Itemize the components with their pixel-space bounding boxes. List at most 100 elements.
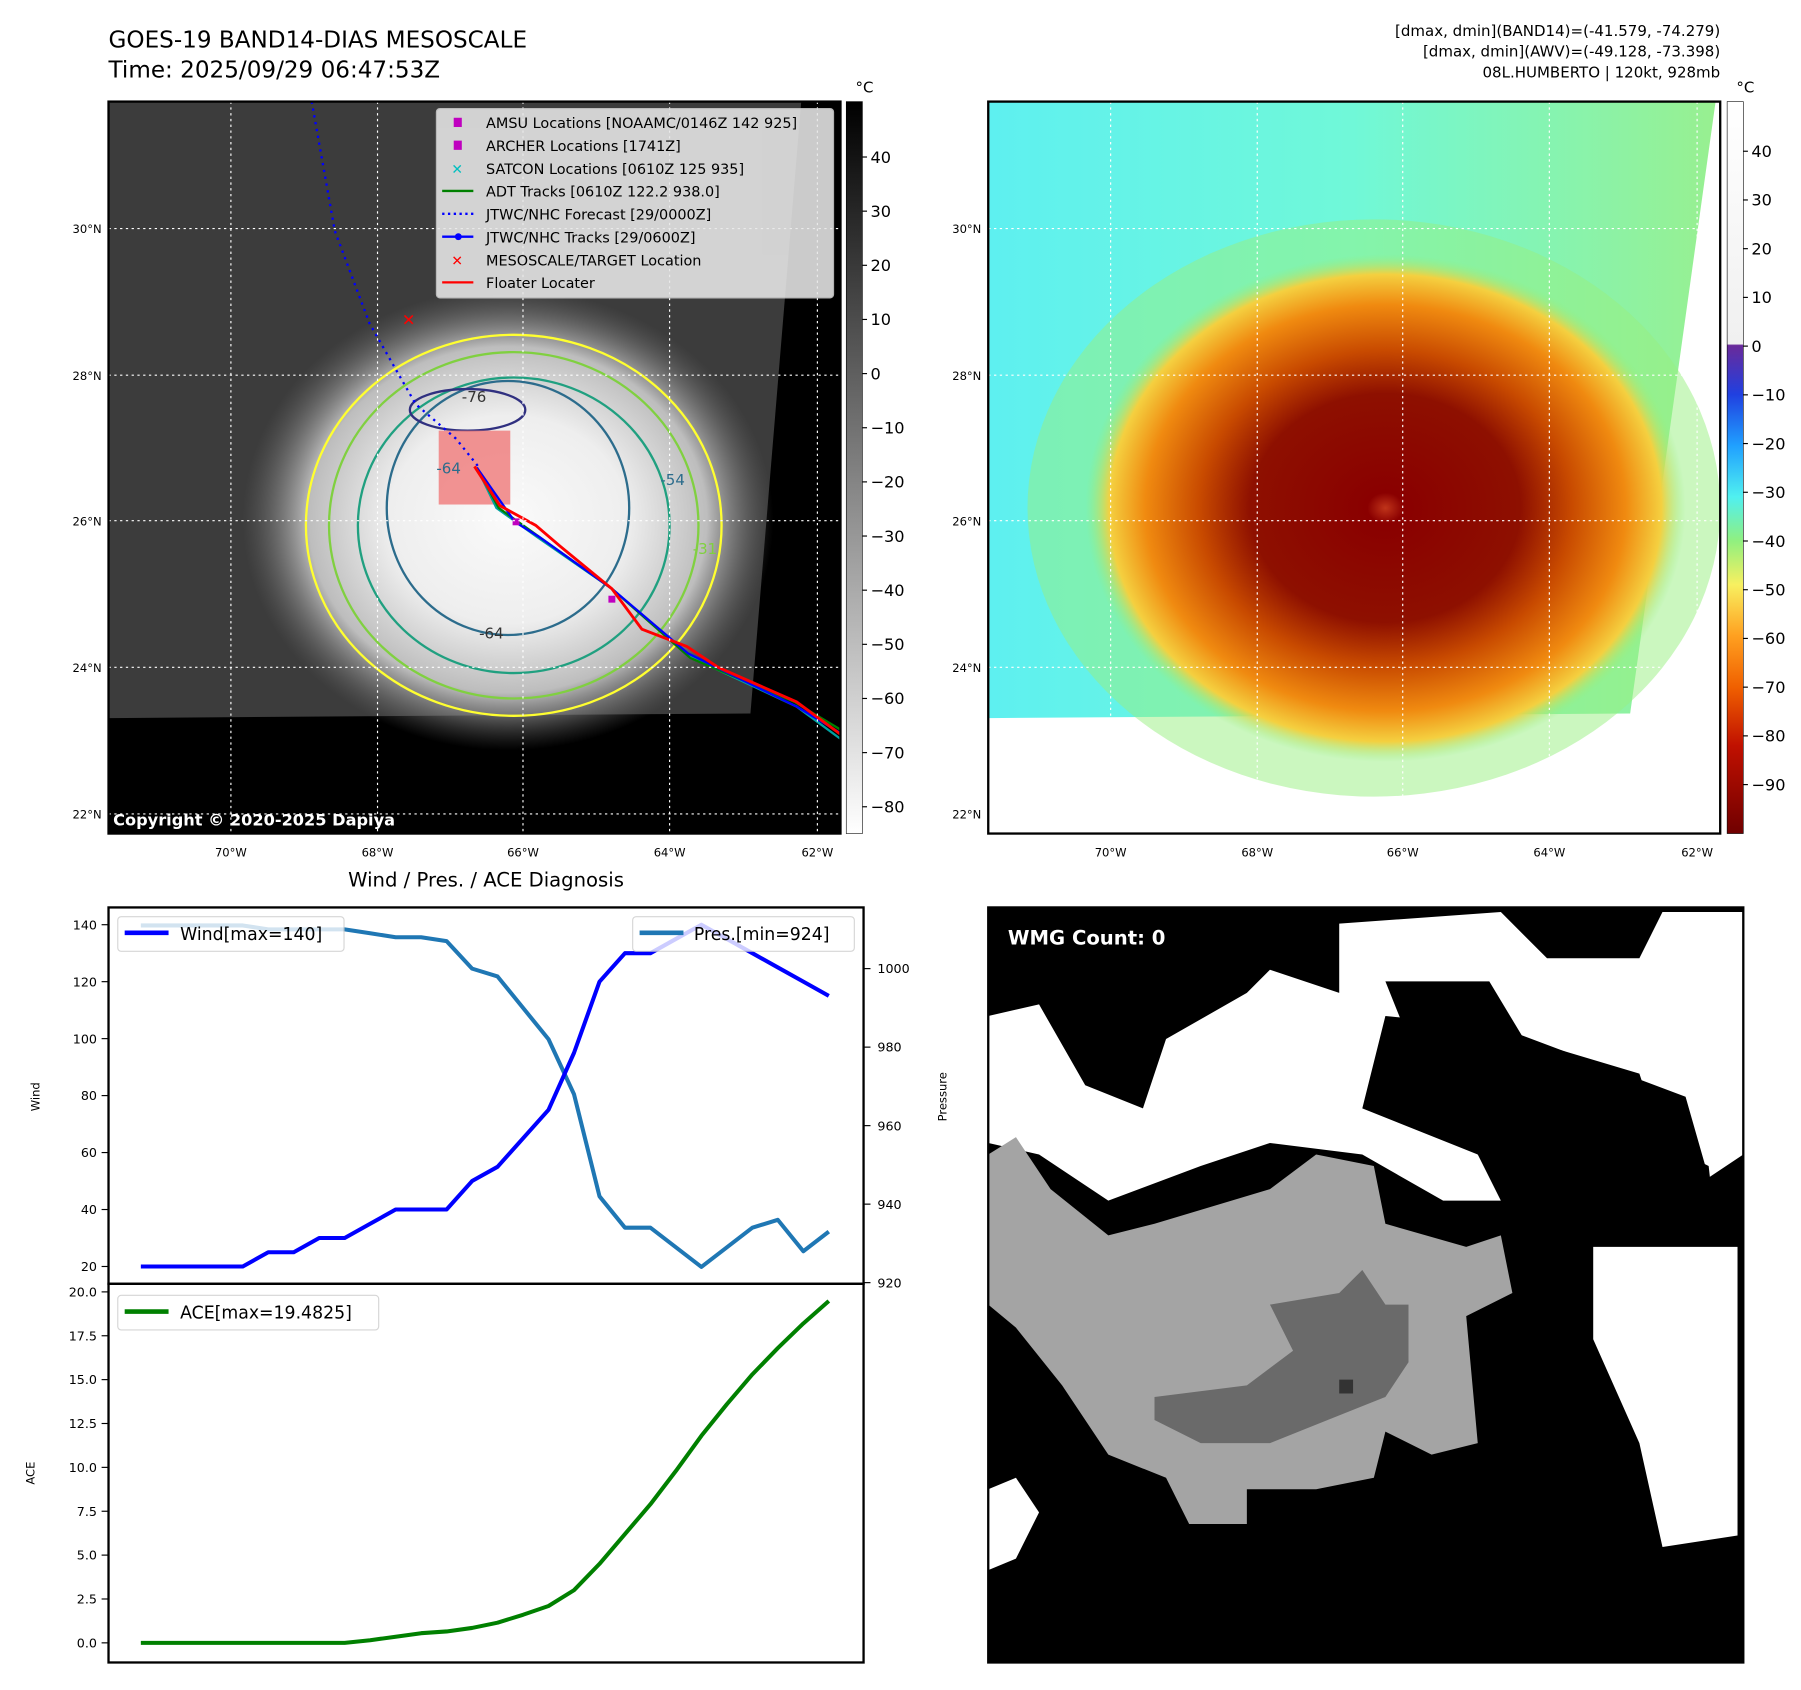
legend-label: JTWC/NHC Tracks [29/0600Z] — [485, 230, 695, 246]
contour-label: -31 — [693, 540, 718, 558]
wind-tick-label: 40 — [81, 1202, 97, 1217]
colorbar-tick-label: 20 — [870, 256, 891, 275]
pressure-axis-label: Pressure — [936, 1072, 950, 1121]
wind-tick-label: 60 — [81, 1145, 97, 1160]
lat-label: 28°N — [73, 369, 102, 383]
legend-item: ✕ MESOSCALE/TARGET Location — [451, 253, 701, 269]
x-marker-icon: ✕ — [451, 253, 463, 269]
colorbar-tick-label: 10 — [1751, 288, 1772, 307]
colorbar-tick-label: −40 — [1751, 532, 1785, 551]
colorbar-tick-label: 10 — [870, 310, 891, 329]
ace-tick-label: 2.5 — [77, 1592, 97, 1607]
colorbar-tick-label: 0 — [870, 364, 880, 383]
legend-item: JTWC/NHC Tracks [29/0600Z] — [442, 230, 695, 246]
lat-label: 24°N — [73, 661, 102, 675]
forecast-track — [310, 101, 481, 469]
copyright: Copyright © 2020-2025 Dapiya — [113, 810, 395, 829]
wind-series — [140, 922, 830, 1269]
lon-label: 62°W — [1681, 846, 1713, 860]
lat-label: 30°N — [952, 222, 981, 236]
colorbar-tick-label: −50 — [1751, 580, 1785, 599]
lon-label: 64°W — [654, 846, 686, 860]
colorbar-tick-label: 40 — [870, 148, 891, 167]
ir-colorbar — [845, 101, 863, 834]
colorbar-tick-label: −70 — [870, 743, 904, 762]
lon-label: 70°W — [1095, 846, 1127, 860]
wind-legend: Wind[max=140] — [117, 916, 345, 952]
pressure-legend-label: Pres.[min=924] — [694, 925, 830, 945]
wind-tick-label: 140 — [73, 917, 97, 932]
contour-green — [327, 350, 700, 700]
ir-map-panel: ✕ -76 -64 -54 -31 -64 Copyright © 2020-2… — [108, 101, 841, 834]
ir-colorbar-ticks: 40 30 20 10 0 −10 −20 −30 −40 −50 −60 −70 −80 — [862, 148, 905, 817]
colorbar-tick-label: −80 — [1751, 727, 1785, 746]
pressure-tick-label: 1000 — [877, 961, 909, 976]
awv-map-frame — [987, 100, 1722, 835]
contour-label: -64 — [436, 459, 461, 477]
amsu-marker — [512, 518, 520, 526]
ace-series-line — [140, 1299, 831, 1645]
dot-marker-icon — [454, 233, 462, 241]
wind-legend-label: Wind[max=140] — [180, 925, 322, 945]
colorbar-tick-label: −60 — [870, 689, 904, 708]
legend-label: JTWC/NHC Forecast [29/0000Z] — [485, 208, 711, 224]
wmg-panel: WMG Count: 0 — [987, 906, 1745, 1664]
figure-title: GOES-19 BAND14-DIAS MESOSCALE — [108, 25, 528, 54]
lat-label: 30°N — [73, 222, 102, 236]
pressure-series — [140, 923, 831, 1269]
pressure-series-line — [140, 923, 831, 1269]
colorbar-tick-label: −80 — [870, 798, 904, 817]
lon-label: 62°W — [801, 846, 833, 860]
chart-marks: 20 40 60 80 100 120 140 920 940 960 980 1000 0.0 2.5 5… — [69, 917, 910, 1650]
colorbar-tick-label: −20 — [1751, 434, 1785, 453]
square-marker-icon — [453, 117, 462, 127]
lat-label: 24°N — [952, 661, 981, 675]
contour-blue — [385, 379, 631, 637]
contour-label: -76 — [462, 388, 487, 406]
wmg-count: WMG Count: 0 — [1008, 926, 1166, 949]
ace-tick-label: 12.5 — [69, 1416, 97, 1431]
ace-axes — [107, 1282, 865, 1664]
wind-tick-label: 100 — [73, 1031, 97, 1046]
colorbar-tick-label: 30 — [870, 202, 891, 221]
awv-colorbar — [1726, 101, 1744, 834]
lon-label: 70°W — [215, 846, 247, 860]
legend-label: Floater Locater — [486, 276, 595, 292]
gridlines — [988, 101, 1721, 834]
lat-label: 22°N — [952, 808, 981, 822]
ace-legend-label: ACE[max=19.4825] — [180, 1303, 352, 1323]
lat-label: 22°N — [73, 808, 102, 822]
lon-label: 68°W — [1241, 846, 1273, 860]
awv-colorbar-ticks: 40 30 20 10 0 −10 −20 −30 −40 −50 −60 −70 −80 −90 — [1743, 142, 1785, 794]
colorbar-tick-label: 20 — [1751, 239, 1772, 258]
colorbar-tick-label: −20 — [870, 473, 904, 492]
target-marker: ✕ — [402, 311, 416, 330]
legend-item: ADT Tracks [0610Z 122.2 938.0] — [442, 185, 720, 201]
ace-tick-label: 10.0 — [69, 1460, 97, 1475]
figure-time: Time: 2025/09/29 06:47:53Z — [108, 55, 441, 84]
colorbar-tick-label: −60 — [1751, 629, 1785, 648]
map-axis-labels: 30°N 28°N 26°N 24°N 22°N 70°W 68°W 66°W 64°W 62°W… — [73, 222, 1714, 859]
colorbar-tick-label: 0 — [1751, 337, 1761, 356]
colorbar-tick-label: −10 — [870, 419, 904, 438]
legend-label: AMSU Locations [NOAAMC/0146Z 142 925] — [486, 116, 797, 132]
pressure-tick-label: 940 — [877, 1197, 901, 1212]
ace-series — [140, 1299, 831, 1645]
legend-label: MESOSCALE/TARGET Location — [486, 253, 701, 269]
ace-tick-label: 20.0 — [69, 1285, 97, 1300]
pressure-tick-label: 980 — [877, 1040, 901, 1055]
square-marker-icon — [453, 140, 462, 150]
lat-label: 28°N — [952, 369, 981, 383]
pressure-tick-label: 960 — [877, 1118, 901, 1133]
lat-label: 26°N — [73, 514, 102, 528]
wind-tick-label: 20 — [81, 1259, 97, 1274]
contour-label: -54 — [660, 471, 685, 489]
lon-label: 64°W — [1533, 846, 1565, 860]
storm-info: 08L.HUMBERTO | 120kt, 928mb — [1482, 64, 1721, 82]
ace-legend: ACE[max=19.4825] — [117, 1294, 380, 1331]
lon-label: 66°W — [1387, 846, 1419, 860]
contour-label: -64 — [479, 624, 504, 642]
colorbar-tick-label: −50 — [870, 635, 904, 654]
